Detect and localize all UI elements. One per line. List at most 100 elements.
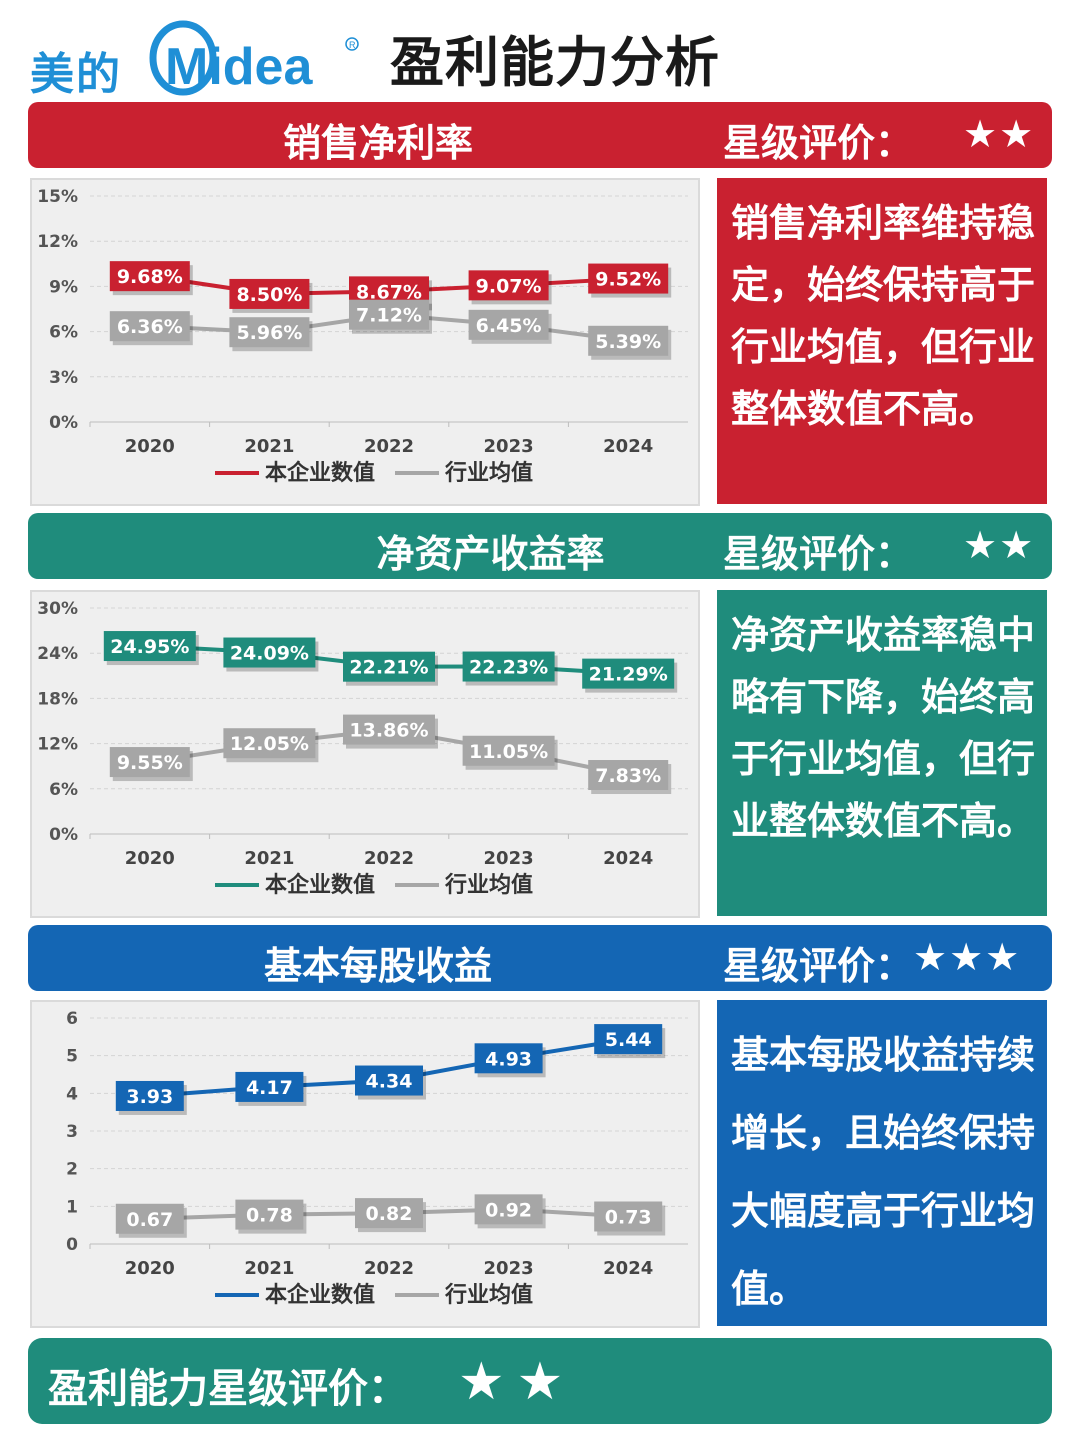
data-label: 7.12%: [356, 305, 422, 327]
y-tick-label: 30%: [37, 599, 78, 619]
data-label: 5.39%: [595, 331, 661, 353]
data-point-label-box: [588, 325, 669, 356]
data-point-label-box: [235, 1199, 304, 1230]
data-point-label-box: [229, 317, 310, 348]
y-tick-label: 24%: [37, 644, 78, 664]
y-tick-label: 5: [66, 1047, 78, 1067]
data-point-label-box: [229, 278, 310, 309]
data-label: 6.36%: [117, 316, 183, 338]
svg-text:R: R: [349, 40, 356, 50]
data-point-label-box: [115, 1203, 184, 1234]
data-label: 4.93: [485, 1048, 532, 1070]
brand-en: Midea: [165, 38, 313, 96]
y-tick-label: 3%: [49, 368, 78, 388]
x-tick-label: 2024: [603, 848, 653, 869]
data-label: 0.78: [246, 1205, 293, 1227]
x-tick-label: 2022: [364, 436, 414, 457]
data-label: 22.23%: [469, 657, 548, 679]
data-point-label-box: [582, 658, 675, 689]
legend-label: 本企业数值: [265, 1282, 375, 1308]
data-label: 4.17: [246, 1077, 293, 1099]
data-label: 9.68%: [117, 266, 183, 288]
x-tick-label: 2020: [125, 1258, 175, 1279]
note-roe: 净资产收益率稳中略有下降，始终高于行业均值，但行业整体数值不高。: [717, 590, 1047, 916]
data-label: 7.83%: [595, 765, 661, 787]
rating-label: 星级评价：: [723, 532, 914, 576]
chart-svg: 0 1 2 3 4 5 6 2020 2021 2022 2023 2024 3.93 4.17 4.34 4…: [66, 1009, 688, 1308]
summary-label: 盈利能力星级评价：: [48, 1366, 408, 1412]
section-bar-eps: 基本每股收益 星级评价： ★★★: [28, 925, 1052, 991]
data-point-label-box: [474, 1043, 543, 1074]
rating-label: 星级评价：: [723, 944, 914, 988]
data-point-label-box: [343, 714, 435, 745]
note-net-margin: 销售净利率维持稳定，始终保持高于行业均值，但行业整体数值不高。: [717, 178, 1047, 504]
page-title: 盈利能力分析: [390, 31, 720, 94]
y-tick-label: 6: [66, 1009, 78, 1029]
y-tick-label: 15%: [37, 187, 78, 207]
data-point-label-box: [109, 311, 190, 342]
legend-label: 行业均值: [444, 872, 533, 898]
data-point-label-box: [594, 1024, 663, 1055]
summary-bar: 盈利能力星级评价： ★★: [28, 1338, 1052, 1424]
y-tick-label: 6%: [49, 780, 78, 800]
y-tick-label: 12%: [37, 232, 78, 252]
y-tick-label: 1: [66, 1197, 78, 1217]
data-label: 4.34: [366, 1071, 413, 1093]
x-tick-label: 2024: [603, 436, 653, 457]
data-point-label-box: [588, 760, 669, 791]
data-point-label-box: [355, 1198, 423, 1229]
data-label: 0.82: [366, 1203, 413, 1225]
data-point-label-box: [588, 263, 669, 294]
data-point-label-box: [109, 261, 190, 292]
chart-eps: 0 1 2 3 4 5 6 2020 2021 2022 2023 2024 3.93 4.17 4.34 4…: [30, 1000, 700, 1328]
y-tick-label: 3: [66, 1122, 78, 1142]
data-label: 0.92: [485, 1199, 532, 1221]
metric-title: 销售净利率: [282, 121, 473, 165]
chart-roe: 0% 6% 12% 18% 24% 30% 2020 2021 2022 2023 2024 24.9…: [30, 590, 700, 918]
y-tick-label: 2: [66, 1160, 78, 1180]
data-label: 9.55%: [117, 752, 183, 774]
x-tick-label: 2021: [244, 436, 294, 457]
legend-label: 行业均值: [444, 460, 533, 486]
rating-stars: ★★: [963, 523, 1036, 567]
data-point-label-box: [223, 637, 316, 668]
x-tick-label: 2020: [125, 848, 175, 869]
metric-title: 基本每股收益: [263, 944, 492, 988]
x-tick-label: 2023: [484, 1258, 534, 1279]
midea-logo-mark: Midea R: [149, 20, 359, 96]
data-point-label-box: [474, 1194, 543, 1225]
data-point-label-box: [235, 1071, 304, 1102]
data-point-label-box: [223, 728, 316, 759]
x-tick-label: 2023: [484, 436, 534, 457]
legend-label: 行业均值: [444, 1282, 533, 1308]
chart-svg: 0% 6% 12% 18% 24% 30% 2020 2021 2022 2023 2024 24.9…: [37, 599, 688, 898]
data-label: 5.96%: [236, 322, 302, 344]
data-label: 8.67%: [356, 281, 422, 303]
y-tick-label: 12%: [37, 735, 78, 755]
data-point-label-box: [109, 747, 190, 778]
data-point-label-box: [468, 270, 549, 301]
rating-stars: ★★★: [913, 935, 1022, 979]
y-tick-label: 18%: [37, 689, 78, 709]
data-label: 21.29%: [589, 664, 668, 686]
y-tick-label: 0%: [49, 413, 78, 433]
data-label: 6.45%: [476, 315, 542, 337]
x-tick-label: 2024: [603, 1258, 653, 1279]
data-label: 11.05%: [469, 741, 548, 763]
data-label: 12.05%: [230, 733, 309, 755]
rating-stars: ★★: [963, 112, 1036, 156]
data-label: 13.86%: [349, 720, 428, 742]
y-tick-label: 6%: [49, 323, 78, 343]
data-label: 0.73: [605, 1207, 652, 1229]
data-point-label-box: [103, 631, 196, 662]
data-label: 3.93: [126, 1086, 173, 1108]
data-label: 8.50%: [236, 284, 302, 306]
section-bar-net-margin: 销售净利率 星级评价： ★★: [28, 102, 1052, 168]
data-label: 0.67: [126, 1209, 173, 1231]
metric-title: 净资产收益率: [376, 532, 605, 576]
data-point-label-box: [343, 651, 435, 682]
x-tick-label: 2022: [364, 848, 414, 869]
data-label: 9.52%: [595, 269, 661, 291]
x-tick-label: 2022: [364, 1258, 414, 1279]
y-tick-label: 4: [66, 1084, 78, 1104]
